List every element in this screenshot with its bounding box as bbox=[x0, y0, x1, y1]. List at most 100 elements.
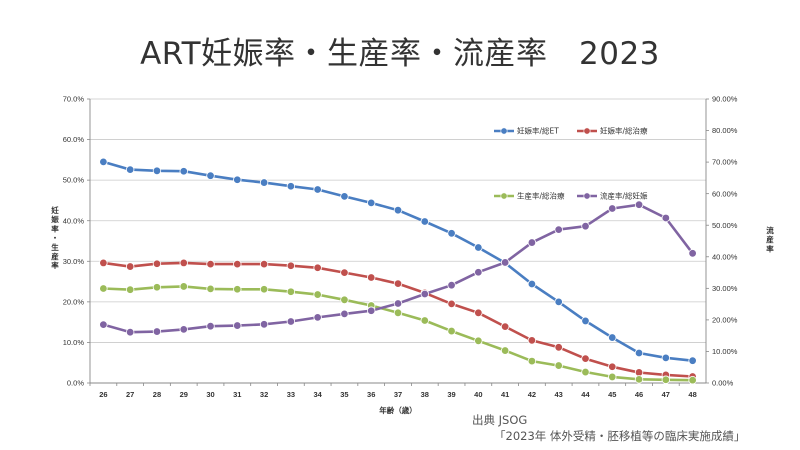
x-tick-label: 41 bbox=[501, 390, 509, 399]
data-point bbox=[99, 320, 108, 329]
legend-entry: 生産率/総治療 bbox=[494, 191, 565, 201]
left-axis-title: 妊娠率・生産率 bbox=[51, 205, 59, 270]
right-axis-title: 流産率 bbox=[766, 225, 774, 253]
source-prefix: 出典 JSOG bbox=[472, 413, 528, 427]
x-tick-label: 44 bbox=[581, 390, 590, 399]
legend-label: 妊娠率/総ET bbox=[517, 126, 559, 136]
data-point bbox=[500, 258, 510, 267]
x-tick-label: 29 bbox=[180, 390, 188, 399]
x-tick-label: 48 bbox=[688, 390, 696, 399]
x-tick-label: 42 bbox=[528, 390, 536, 399]
right-tick-label: 40.00% bbox=[712, 252, 738, 261]
data-point bbox=[313, 290, 322, 299]
right-tick-label: 0.00% bbox=[712, 379, 734, 388]
x-tick-label: 45 bbox=[608, 390, 616, 399]
series-left bbox=[99, 258, 697, 381]
data-point bbox=[99, 258, 108, 268]
data-point bbox=[286, 261, 296, 270]
left-tick-label: 70.0% bbox=[63, 95, 85, 104]
data-point bbox=[206, 259, 215, 269]
data-point bbox=[286, 287, 296, 296]
x-tick-label: 37 bbox=[394, 390, 402, 399]
legend-entry: 流産率/総妊娠 bbox=[577, 191, 648, 201]
legend-label: 流産率/総妊娠 bbox=[600, 191, 648, 201]
x-tick-label: 36 bbox=[367, 390, 375, 399]
data-point bbox=[688, 249, 697, 258]
series-layer bbox=[99, 157, 697, 385]
data-point bbox=[313, 313, 322, 322]
data-point bbox=[125, 327, 135, 337]
data-point bbox=[661, 353, 671, 363]
data-point bbox=[688, 356, 697, 365]
data-point bbox=[152, 259, 162, 268]
right-tick-label: 50.00% bbox=[712, 221, 738, 230]
x-axis-title: 年齢（歳） bbox=[379, 405, 417, 415]
x-tick-label: 43 bbox=[555, 390, 563, 399]
x-axis-tick-labels: 26 27 28 29 30 31 32 33 34 35 36 37 38 39 40 41 42 43 44 45… bbox=[99, 390, 697, 399]
axes bbox=[87, 98, 709, 386]
data-point bbox=[99, 284, 108, 293]
right-tick-label: 70.00% bbox=[712, 158, 738, 167]
data-point bbox=[474, 243, 483, 252]
data-point bbox=[554, 343, 563, 352]
right-tick-label: 20.00% bbox=[712, 315, 738, 324]
data-point bbox=[367, 198, 376, 208]
data-point bbox=[233, 321, 242, 330]
x-tick-label: 32 bbox=[260, 390, 268, 399]
data-point bbox=[152, 283, 162, 292]
data-point bbox=[500, 346, 510, 355]
x-tick-label: 47 bbox=[662, 390, 670, 399]
data-point bbox=[554, 297, 563, 307]
source-note: 出典 JSOG 「2023年 体外受精・胚移植等の臨床実施成績」 bbox=[472, 412, 800, 444]
data-point bbox=[634, 200, 644, 209]
data-point bbox=[474, 308, 483, 318]
data-point bbox=[581, 367, 590, 377]
data-point bbox=[608, 333, 617, 342]
data-point bbox=[393, 299, 403, 308]
data-point bbox=[206, 322, 215, 331]
data-point bbox=[340, 295, 349, 305]
x-tick-label: 27 bbox=[126, 390, 134, 399]
data-point bbox=[259, 178, 269, 187]
data-point bbox=[581, 221, 590, 231]
data-point bbox=[125, 165, 135, 174]
data-point bbox=[233, 259, 242, 269]
x-tick-label: 46 bbox=[635, 390, 643, 399]
data-point bbox=[527, 279, 537, 289]
series-left bbox=[99, 282, 697, 385]
data-point bbox=[554, 361, 563, 370]
data-point bbox=[527, 356, 537, 366]
data-point bbox=[447, 280, 456, 290]
data-point bbox=[206, 284, 215, 294]
chart-title: ART妊娠率・生産率・流産率 2023 bbox=[140, 36, 660, 72]
data-point bbox=[393, 308, 403, 318]
data-point bbox=[608, 204, 617, 213]
data-point bbox=[688, 375, 697, 385]
data-point bbox=[661, 213, 671, 223]
data-point bbox=[474, 268, 483, 277]
left-tick-label: 20.0% bbox=[63, 297, 85, 306]
x-tick-label: 40 bbox=[474, 390, 482, 399]
legend-swatch-marker bbox=[583, 127, 591, 135]
data-point bbox=[393, 205, 403, 215]
x-tick-label: 28 bbox=[153, 390, 161, 399]
data-point bbox=[259, 320, 269, 329]
data-point bbox=[206, 171, 215, 180]
data-point bbox=[152, 166, 162, 176]
left-tick-label: 10.0% bbox=[63, 338, 85, 347]
data-point bbox=[179, 282, 188, 291]
right-tick-label: 30.00% bbox=[712, 284, 738, 293]
legend-entry: 妊娠率/総ET bbox=[494, 126, 559, 136]
data-point bbox=[313, 263, 322, 272]
left-tick-label: 40.0% bbox=[63, 216, 85, 225]
data-point bbox=[554, 225, 563, 234]
legend-swatch-marker bbox=[500, 192, 508, 200]
data-point bbox=[259, 259, 269, 269]
data-point bbox=[527, 336, 537, 345]
data-point bbox=[447, 229, 456, 238]
legend-swatch-marker bbox=[500, 127, 508, 135]
data-point bbox=[125, 285, 135, 294]
right-tick-label: 90.00% bbox=[712, 95, 738, 104]
